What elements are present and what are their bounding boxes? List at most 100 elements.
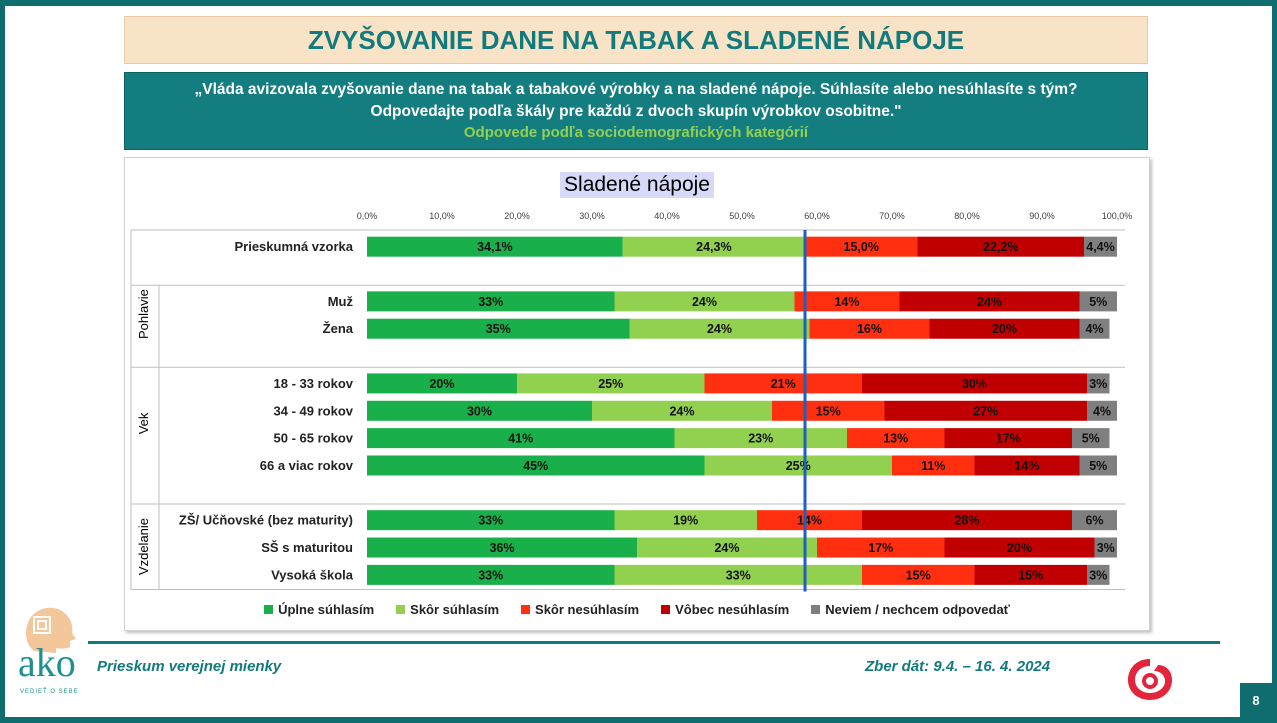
bar-data-label: 3% xyxy=(1089,568,1107,582)
bar-segment xyxy=(847,428,945,449)
head-profile-icon xyxy=(26,607,76,653)
bar-segment xyxy=(367,291,615,312)
ako-logo-tagline: VEDIEŤ O SEBE xyxy=(20,689,79,695)
bar-segment xyxy=(899,291,1080,312)
bar-segment xyxy=(704,373,862,394)
bar-segment xyxy=(637,537,817,558)
legend-label: Skôr nesúhlasím xyxy=(535,602,640,617)
chart-title: Sladené nápoje xyxy=(560,172,714,198)
bar-data-label: 19% xyxy=(673,514,698,528)
bar-segment xyxy=(367,564,615,585)
row-label: Vysoká škola xyxy=(271,567,354,582)
bar-data-label: 33% xyxy=(478,514,503,528)
bar-segment xyxy=(929,318,1080,339)
bar-segment xyxy=(367,236,623,257)
bar-segment xyxy=(1079,455,1117,476)
x-tick-label: 30,0% xyxy=(579,211,605,221)
bar-data-label: 3% xyxy=(1089,377,1107,391)
bar-data-label: 45% xyxy=(523,459,548,473)
x-tick-label: 0,0% xyxy=(357,211,378,221)
bar-segment xyxy=(809,318,930,339)
row-label: 34 - 49 rokov xyxy=(274,403,354,418)
bar-data-label: 5% xyxy=(1089,295,1107,309)
bar-data-label: 3% xyxy=(1097,541,1115,555)
bar-data-label: 4% xyxy=(1085,322,1103,336)
bar-segment xyxy=(367,318,630,339)
bar-segment xyxy=(367,537,637,558)
x-tick-label: 80,0% xyxy=(954,211,980,221)
bar-segment xyxy=(517,373,705,394)
legend-label: Vôbec nesúhlasím xyxy=(675,602,790,617)
group-label: Pohlavie xyxy=(136,289,151,339)
bar-data-label: 14% xyxy=(1014,459,1039,473)
bar-segment xyxy=(614,291,795,312)
bar-data-label: 15% xyxy=(816,404,841,418)
bar-data-label: 24% xyxy=(692,295,717,309)
bar-data-label: 24,3% xyxy=(696,240,731,254)
bar-segment xyxy=(1072,428,1110,449)
bar-segment xyxy=(1087,373,1110,394)
x-tick-label: 70,0% xyxy=(879,211,905,221)
bar-data-label: 6% xyxy=(1085,514,1103,528)
bar-segment xyxy=(614,510,757,531)
bar-data-label: 17% xyxy=(868,541,893,555)
bar-segment xyxy=(974,455,1080,476)
bar-segment xyxy=(704,455,892,476)
bar-segment xyxy=(1079,291,1117,312)
bar-data-label: 15% xyxy=(1018,568,1043,582)
row-label: ZŠ/ Učňovské (bez maturity) xyxy=(179,513,353,528)
legend-label: Neviem / nechcem odpovedať xyxy=(825,602,1010,617)
bar-data-label: 16% xyxy=(857,322,882,336)
bar-data-label: 25% xyxy=(598,377,623,391)
group-label: Vzdelanie xyxy=(136,518,151,575)
legend-swatch xyxy=(661,605,671,614)
bar-segment xyxy=(917,236,1084,257)
bar-data-label: 13% xyxy=(883,432,908,446)
bar-data-label: 11% xyxy=(921,459,945,473)
bar-data-label: 4,4% xyxy=(1086,240,1115,254)
x-tick-label: 90,0% xyxy=(1029,211,1055,221)
slide-title-box: ZVYŠOVANIE DANE NA TABAK A SLADENÉ NÁPOJ… xyxy=(124,16,1148,64)
bar-segment xyxy=(794,291,900,312)
bar-data-label: 17% xyxy=(996,432,1021,446)
bar-segment xyxy=(817,537,945,558)
bar-data-label: 33% xyxy=(478,295,503,309)
page-number: 8 xyxy=(1240,683,1272,717)
group-label: Vek xyxy=(136,412,151,434)
bar-segment xyxy=(1087,564,1110,585)
bar-data-label: 24% xyxy=(707,322,732,336)
bar-segment xyxy=(862,510,1072,531)
chart-legend: Úplne súhlasím Skôr súhlasím Skôr nesúhlas… xyxy=(125,602,1149,617)
bar-data-label: 14% xyxy=(797,514,822,528)
bar-data-label: 33% xyxy=(726,568,751,582)
bar-segment xyxy=(772,400,885,421)
legend-swatch xyxy=(521,605,531,614)
row-label: 18 - 33 rokov xyxy=(274,376,354,391)
bar-segment xyxy=(367,400,592,421)
bar-data-label: 15% xyxy=(906,568,931,582)
legend-item: Vôbec nesúhlasím xyxy=(661,602,789,617)
ako-logo: ako VEDIEŤ O SEBE xyxy=(14,605,86,717)
question-line-1: „Vláda avizovala zvyšovanie dane na taba… xyxy=(194,81,1078,98)
chart-panel: 0,0% 10,0% 20,0% 30,0% 40,0% 50,0% 60,0% 70,0% 8… xyxy=(124,157,1150,631)
bar-data-label: 5% xyxy=(1089,459,1107,473)
bar-data-label: 35% xyxy=(486,322,511,336)
row-label: 50 - 65 rokov xyxy=(274,431,354,446)
bar-data-label: 33% xyxy=(478,568,503,582)
bar-data-label: 27% xyxy=(973,404,998,418)
x-tick-label: 10,0% xyxy=(429,211,455,221)
footer-survey-label: Prieskum verejnej mienky xyxy=(97,658,282,675)
swirl-logo-icon xyxy=(1128,659,1172,700)
bar-data-label: 20% xyxy=(429,377,454,391)
bar-data-label: 28% xyxy=(954,514,979,528)
x-tick-label: 60,0% xyxy=(804,211,830,221)
bar-data-label: 36% xyxy=(489,541,514,555)
bar-segment xyxy=(862,373,1087,394)
bar-segment xyxy=(1072,510,1117,531)
bar-data-label: 34,1% xyxy=(477,240,512,254)
row-label: 66 a viac rokov xyxy=(260,458,354,473)
question-line-2: Odpovedajte podľa škály pre každú z dvoc… xyxy=(370,103,902,120)
bar-data-label: 30% xyxy=(467,404,492,418)
bar-segment xyxy=(1094,537,1117,558)
bar-segment xyxy=(757,510,862,531)
